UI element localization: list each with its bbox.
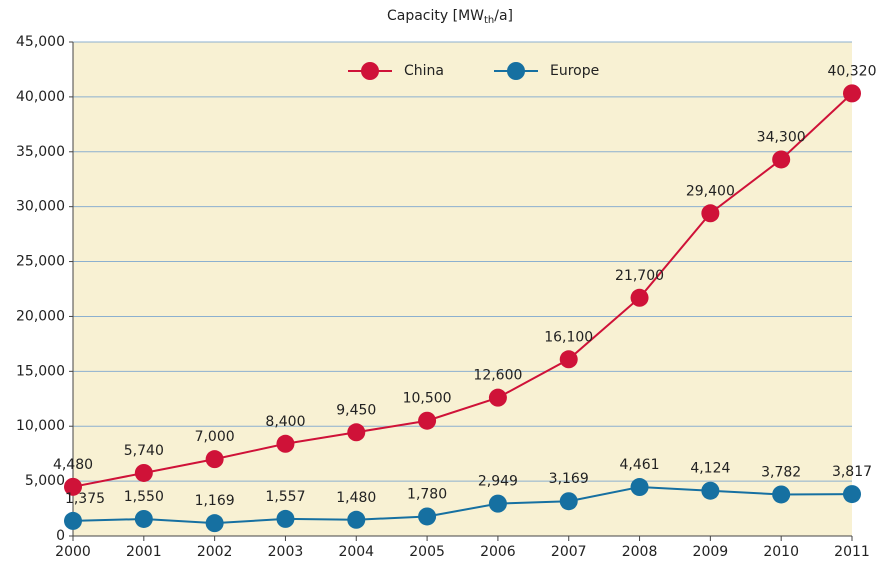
plot-background: [73, 42, 852, 536]
data-label: 7,000: [195, 429, 235, 445]
y-tick-label: 35,000: [16, 144, 65, 160]
data-label: 4,124: [690, 461, 730, 477]
x-tick-label: 2006: [480, 544, 516, 560]
data-label: 40,320: [828, 63, 877, 79]
series-line: [72, 92, 853, 488]
legend-label: Europe: [550, 63, 599, 79]
x-tick-label: 2009: [693, 544, 729, 560]
x-tick-label: 2007: [551, 544, 587, 560]
y-tick-label: 20,000: [16, 308, 65, 324]
data-point: [205, 450, 224, 469]
data-point: [701, 204, 720, 223]
data-point: [205, 514, 224, 533]
data-point: [134, 509, 153, 528]
legend-marker: [361, 62, 379, 80]
data-point: [488, 494, 507, 513]
data-point: [418, 507, 437, 526]
data-label: 1,550: [124, 489, 164, 505]
data-label: 1,557: [265, 489, 305, 505]
data-label: 1,780: [407, 486, 447, 502]
y-tick-label: 40,000: [16, 89, 65, 105]
data-label: 9,450: [336, 402, 376, 418]
legend-marker: [507, 62, 525, 80]
y-tick-label: 45,000: [16, 34, 65, 50]
data-point: [559, 350, 578, 369]
x-tick-label: 2005: [409, 544, 445, 560]
legend-label: China: [404, 63, 444, 79]
title-part: /a]: [494, 8, 513, 24]
data-label: 2,949: [478, 474, 518, 490]
data-point: [347, 423, 366, 442]
data-point: [488, 388, 507, 407]
data-point: [134, 463, 153, 482]
data-point: [276, 509, 295, 528]
data-label: 4,480: [53, 457, 93, 473]
data-point: [701, 481, 720, 500]
x-tick-label: 2004: [338, 544, 374, 560]
data-label: 16,100: [544, 329, 593, 345]
y-tick-label: 25,000: [16, 254, 65, 270]
data-label: 4,461: [619, 457, 659, 473]
data-point: [347, 510, 366, 529]
y-tick-label: 30,000: [16, 199, 65, 215]
data-label: 12,600: [473, 368, 522, 384]
data-point: [276, 434, 295, 453]
x-tick-label: 2000: [55, 544, 91, 560]
data-label: 1,375: [65, 491, 105, 507]
data-point: [559, 492, 578, 511]
data-label: 10,500: [403, 391, 452, 407]
data-point: [630, 288, 649, 307]
data-point: [772, 150, 791, 169]
data-label: 21,700: [615, 268, 664, 284]
data-label: 1,169: [195, 493, 235, 509]
x-tick-label: 2001: [126, 544, 162, 560]
data-point: [418, 411, 437, 430]
x-tick-label: 2008: [622, 544, 658, 560]
x-tick-label: 2003: [268, 544, 304, 560]
data-label: 3,169: [549, 471, 589, 487]
data-point: [64, 511, 82, 530]
data-point: [772, 485, 791, 504]
data-label: 29,400: [686, 183, 735, 199]
data-label: 1,480: [336, 490, 376, 506]
x-tick-label: 2010: [763, 544, 799, 560]
y-tick-label: 15,000: [16, 363, 65, 379]
series-line: [72, 486, 853, 525]
data-label: 5,740: [124, 443, 164, 459]
data-point: [630, 478, 649, 497]
title-part: Capacity [MW: [387, 8, 484, 24]
data-label: 3,782: [761, 464, 801, 480]
x-tick-label: 2002: [197, 544, 233, 560]
x-tick-label: 2011: [834, 544, 870, 560]
data-label: 3,817: [832, 464, 872, 480]
chart-title: Capacity [MWth/a]: [387, 8, 513, 26]
data-label: 8,400: [265, 414, 305, 430]
y-tick-label: 0: [56, 528, 65, 544]
data-point: [843, 84, 861, 103]
data-point: [843, 485, 861, 504]
title-subscript: th: [484, 15, 494, 26]
data-label: 34,300: [757, 129, 806, 145]
data-point: [64, 477, 82, 496]
y-tick-label: 10,000: [16, 418, 65, 434]
y-tick-label: 5,000: [25, 473, 65, 489]
